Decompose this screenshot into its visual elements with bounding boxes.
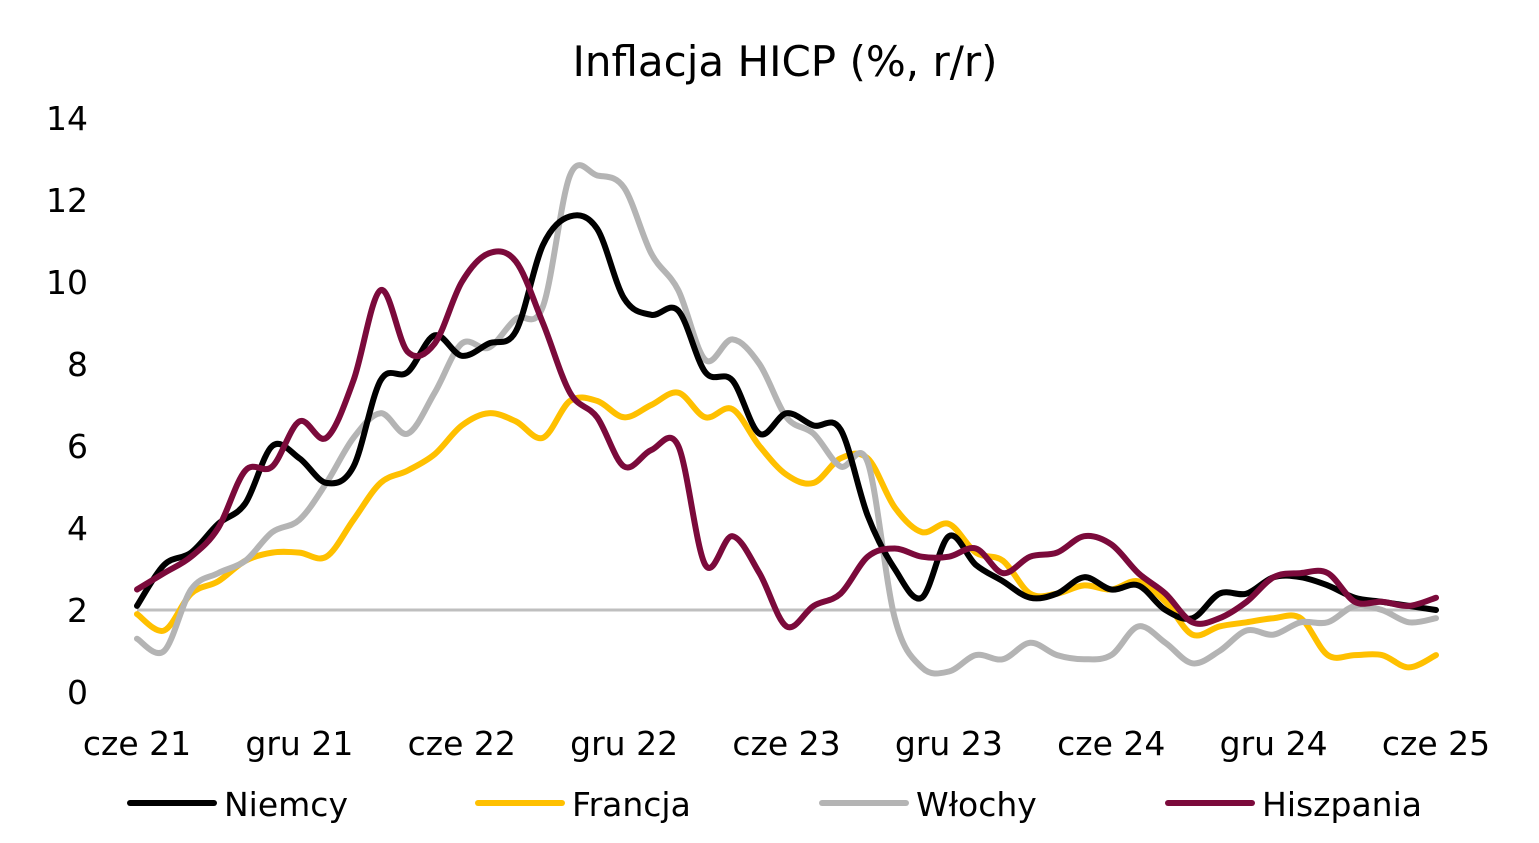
y-tick-label: 0 [67,673,88,712]
legend-label: Niemcy [224,785,348,824]
legend-item: Hiszpania [1165,785,1422,824]
legend-item: Niemcy [127,785,348,824]
series-line-francja [134,389,1439,671]
y-tick-label: 4 [67,509,88,548]
y-tick-label: 14 [46,99,88,138]
x-tick-label: gru 24 [1220,724,1328,763]
legend-label: Hiszpania [1262,785,1422,824]
x-tick-label: cze 25 [1382,724,1490,763]
y-axis: 0 2 4 6 8 10 12 14 [46,99,88,712]
x-tick-label: cze 22 [408,724,516,763]
legend-label: Francja [572,785,691,824]
legend-item: Francja [475,785,691,824]
y-tick-label: 8 [67,345,88,384]
x-tick-label: cze 23 [732,724,840,763]
legend: Niemcy Francja Włochy Hiszpania [127,785,1422,824]
x-tick-label: cze 21 [83,724,191,763]
series-line-niemcy [134,212,1439,622]
series-line-hiszpania [134,248,1439,631]
x-tick-label: gru 21 [245,724,353,763]
x-tick-label: gru 22 [570,724,678,763]
legend-label: Włochy [916,785,1037,824]
y-tick-label: 12 [46,181,88,220]
plot-area [134,162,1439,677]
x-axis: cze 21 gru 21 cze 22 gru 22 cze 23 gru 23 cze … [83,724,1490,763]
y-tick-label: 2 [67,591,88,630]
y-tick-label: 10 [46,263,88,302]
legend-item: Włochy [819,785,1037,824]
chart-title: Inflacja HICP (%, r/r) [572,37,997,86]
y-tick-label: 6 [67,427,88,466]
series-line-włochy [134,162,1439,677]
x-tick-label: cze 24 [1057,724,1165,763]
x-tick-label: gru 23 [895,724,1003,763]
